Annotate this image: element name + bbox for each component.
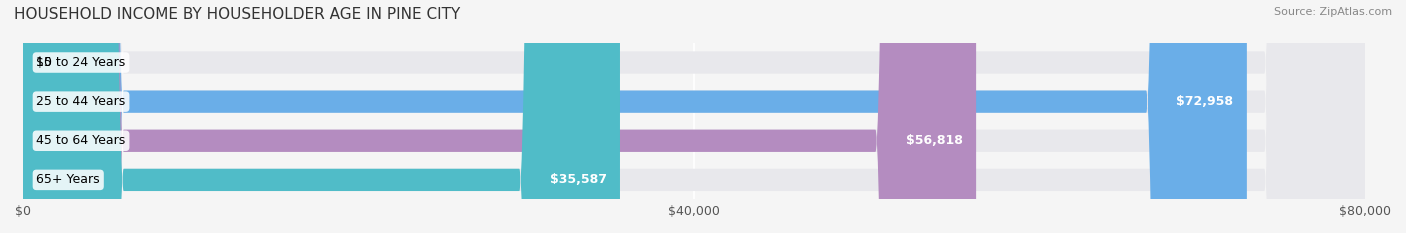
Text: $72,958: $72,958 (1177, 95, 1233, 108)
Text: $0: $0 (37, 56, 52, 69)
FancyBboxPatch shape (22, 0, 1365, 233)
Text: 25 to 44 Years: 25 to 44 Years (37, 95, 125, 108)
FancyBboxPatch shape (22, 0, 1365, 233)
FancyBboxPatch shape (22, 0, 1365, 233)
FancyBboxPatch shape (22, 0, 620, 233)
FancyBboxPatch shape (22, 0, 1365, 233)
Text: 15 to 24 Years: 15 to 24 Years (37, 56, 125, 69)
FancyBboxPatch shape (22, 0, 976, 233)
Text: 45 to 64 Years: 45 to 64 Years (37, 134, 125, 147)
Text: $56,818: $56,818 (905, 134, 963, 147)
Text: Source: ZipAtlas.com: Source: ZipAtlas.com (1274, 7, 1392, 17)
Text: $35,587: $35,587 (550, 173, 606, 186)
Text: HOUSEHOLD INCOME BY HOUSEHOLDER AGE IN PINE CITY: HOUSEHOLD INCOME BY HOUSEHOLDER AGE IN P… (14, 7, 460, 22)
FancyBboxPatch shape (22, 0, 1247, 233)
Text: 65+ Years: 65+ Years (37, 173, 100, 186)
